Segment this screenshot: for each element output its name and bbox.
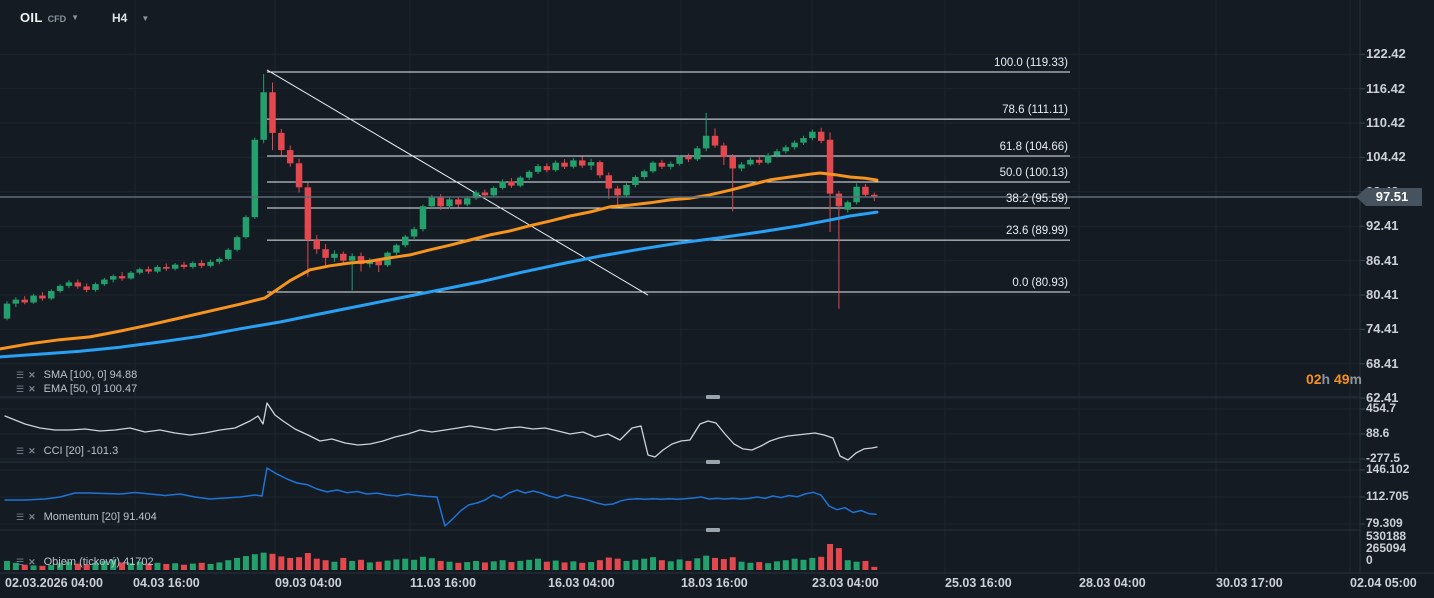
momentum-axis-label: 79.309 <box>1366 516 1403 530</box>
timeframe-selector[interactable]: H4 ▼ <box>112 11 149 25</box>
indicator-row-ema: ☰ ✕ EMA [50, 0] 100.47 <box>16 383 137 395</box>
fib-label-38-2[interactable]: 38.2 (95.59) <box>1005 193 1068 206</box>
price-axis-label: 92.41 <box>1366 218 1399 233</box>
chevron-down-icon: ▼ <box>141 13 150 23</box>
price-axis-label: 74.41 <box>1366 321 1399 336</box>
time-axis-label: 11.03 16:00 <box>410 576 477 590</box>
time-axis-label: 28.03 04:00 <box>1079 576 1146 590</box>
volume-axis-label: 265094 <box>1366 541 1407 555</box>
fib-label-61-8[interactable]: 61.8 (104.66) <box>999 141 1068 154</box>
time-axis-label: 04.03 16:00 <box>133 576 200 590</box>
time-axis-label: 18.03 16:00 <box>681 576 748 590</box>
cci-axis-label: 88.6 <box>1366 426 1390 440</box>
fib-label-100[interactable]: 100.0 (119.33) <box>994 57 1068 69</box>
indicator-settings-icon[interactable]: ☰ <box>16 446 25 456</box>
time-axis-label: 02.04 05:00 <box>1350 576 1417 590</box>
time-axis-label: 02.03.2026 04:00 <box>5 576 104 590</box>
indicator-row-volume: ☰ ✕ Objem (tickový) 41702 <box>16 556 154 568</box>
time-axis-label: 25.03 16:00 <box>945 576 1012 590</box>
volume-indicator-label: Objem (tickový) 41702 <box>43 556 154 568</box>
indicator-close-icon[interactable]: ✕ <box>28 557 36 567</box>
panel-resize-handle[interactable] <box>706 528 720 532</box>
momentum-axis-label: 146.102 <box>1366 462 1410 476</box>
indicator-settings-icon[interactable]: ☰ <box>16 370 25 380</box>
indicator-settings-icon[interactable]: ☰ <box>16 512 25 522</box>
indicator-close-icon[interactable]: ✕ <box>28 384 36 394</box>
price-axis-label: 86.41 <box>1366 253 1399 268</box>
price-axis-label: 104.42 <box>1366 149 1406 164</box>
symbol-label: OIL <box>20 10 43 25</box>
indicator-row-cci: ☰ ✕ CCI [20] -101.3 <box>16 445 118 457</box>
volume-axis-label: 530188 <box>1366 529 1407 543</box>
fib-label-0[interactable]: 0.0 (80.93) <box>1012 277 1068 289</box>
cci-axis-label: -277.5 <box>1366 451 1401 465</box>
timer-minutes: 49 <box>1333 371 1350 387</box>
symbol-type-label: CFD <box>47 13 67 24</box>
time-axis-label: 09.03 04:00 <box>275 576 342 590</box>
momentum-axis-label: 112.705 <box>1366 489 1409 503</box>
cci-indicator-label: CCI [20] -101.3 <box>43 445 119 457</box>
time-axis-label: 23.03 04:00 <box>812 576 879 590</box>
momentum-indicator-label: Momentum [20] 91.404 <box>43 511 157 523</box>
indicator-row-momentum: ☰ ✕ Momentum [20] 91.404 <box>16 511 157 523</box>
cci-axis-label: 454.7 <box>1366 401 1397 415</box>
panel-resize-handle[interactable] <box>706 395 720 399</box>
price-axis-label: 116.42 <box>1366 81 1406 96</box>
price-axis-label: 122.42 <box>1366 46 1406 61</box>
timeframe-label: H4 <box>112 11 128 25</box>
timer-hours: 02 <box>1305 371 1322 387</box>
indicator-row-sma: ☰ ✕ SMA [100, 0] 94.88 <box>16 369 137 381</box>
price-axis-label: 62.41 <box>1366 390 1399 405</box>
timer-h-unit: h <box>1321 371 1334 387</box>
indicator-settings-icon[interactable]: ☰ <box>16 384 25 394</box>
symbol-selector[interactable]: OIL CFD ▼ <box>20 10 79 25</box>
fib-label-23-6[interactable]: 23.6 (89.99) <box>1005 225 1068 238</box>
timer-m-unit: m <box>1349 371 1362 387</box>
indicator-close-icon[interactable]: ✕ <box>28 512 36 522</box>
price-axis-label: 80.41 <box>1366 287 1399 302</box>
panel-resize-handle[interactable] <box>706 460 720 464</box>
time-axis-label: 30.03 17:00 <box>1216 576 1283 590</box>
indicator-settings-icon[interactable]: ☰ <box>16 557 25 567</box>
candle-countdown-timer: 02h 49m <box>1250 371 1362 387</box>
fib-label-50[interactable]: 50.0 (100.13) <box>999 167 1068 179</box>
time-axis-label: 16.03 04:00 <box>548 576 615 590</box>
sma-indicator-label: SMA [100, 0] 94.88 <box>43 369 138 381</box>
current-price-badge: 97.51 <box>1356 188 1422 206</box>
ema-indicator-label: EMA [50, 0] 100.47 <box>43 383 138 395</box>
price-axis-label: 68.41 <box>1366 356 1399 371</box>
volume-axis-label: 0 <box>1366 553 1373 567</box>
indicator-close-icon[interactable]: ✕ <box>28 446 36 456</box>
price-axis-label: 110.42 <box>1366 115 1406 130</box>
chevron-down-icon: ▼ <box>71 13 79 22</box>
indicator-close-icon[interactable]: ✕ <box>28 370 36 380</box>
fib-label-78-6[interactable]: 78.6 (111.11) <box>1002 104 1068 117</box>
